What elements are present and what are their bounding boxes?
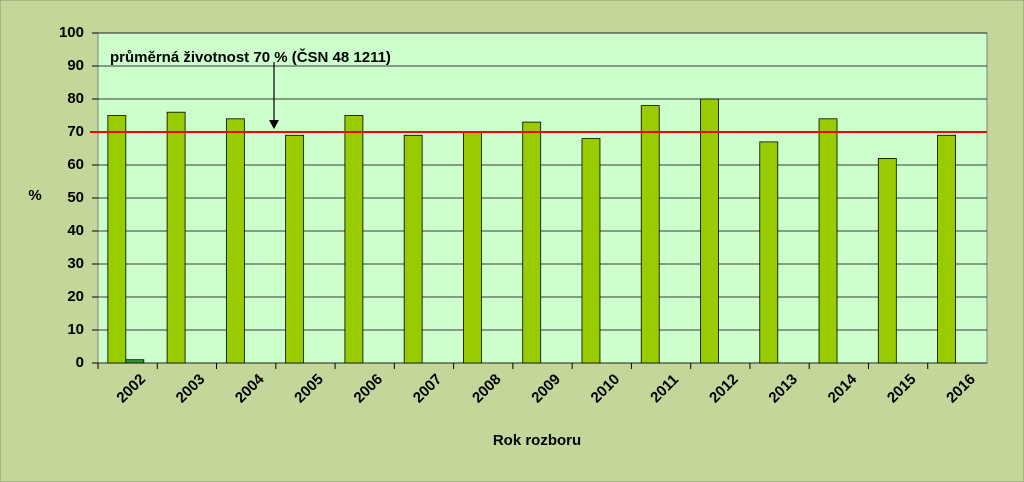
y-tick-label: 50 <box>67 189 84 206</box>
y-tick-label: 10 <box>67 321 84 338</box>
bar <box>522 121 542 364</box>
y-tick-label: 30 <box>67 255 84 272</box>
bars <box>107 98 956 364</box>
y-axis-label: % <box>28 187 41 204</box>
bar <box>937 134 956 364</box>
bar <box>818 118 838 364</box>
y-tick-label: 0 <box>76 354 84 371</box>
y-tick-label: 40 <box>67 222 84 239</box>
bar <box>125 359 145 364</box>
y-tick-label: 80 <box>67 90 84 107</box>
bar <box>403 134 423 364</box>
bar <box>344 115 364 364</box>
y-tick-label: 20 <box>67 288 84 305</box>
bar <box>107 115 127 364</box>
bar <box>877 157 897 364</box>
bar <box>581 138 601 364</box>
bar <box>759 141 779 364</box>
y-tick-label: 90 <box>67 57 84 74</box>
bar <box>640 105 660 364</box>
bar <box>285 134 305 364</box>
y-tick-label: 60 <box>67 156 84 173</box>
annotation-arrowhead <box>269 120 279 129</box>
bar <box>225 118 245 364</box>
x-axis-label: Rok rozboru <box>493 432 581 449</box>
annotation: průměrná životnost 70 % (ČSN 48 1211) <box>110 48 391 66</box>
bar <box>166 111 186 364</box>
bar <box>463 131 482 364</box>
y-tick-label: 70 <box>67 123 84 140</box>
y-tick-label: 100 <box>59 24 84 41</box>
bar <box>700 98 719 364</box>
grid <box>98 32 987 364</box>
